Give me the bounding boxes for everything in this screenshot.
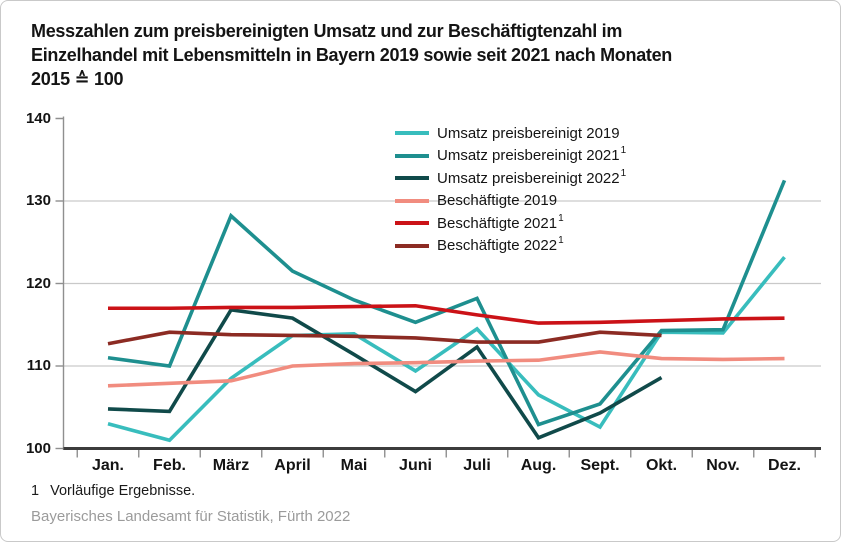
legend-text: Umsatz preisbereinigt 2021 [437, 147, 620, 165]
x-axis-label: Mai [340, 457, 368, 474]
legend-text: Beschäftigte 2022 [437, 237, 558, 255]
x-axis-label: Sept. [580, 457, 620, 474]
x-axis-label: Feb. [153, 457, 186, 474]
legend-label: Umsatz preisbereinigt 2019 [437, 125, 621, 142]
x-axis-label: Aug. [520, 457, 557, 474]
footnote-superscript: 1 [620, 167, 627, 179]
series-line-6 [107, 330, 662, 346]
footnote-superscript: 1 [620, 145, 627, 157]
legend-item-beschaeftigte-2022: Beschäftigte 20221 [395, 235, 626, 258]
x-axis-label: Juni [399, 457, 432, 474]
legend-item-beschaeftigte-2021: Beschäftigte 20211 [395, 212, 626, 235]
legend-item-umsatz-2022: Umsatz preisbereinigt 20221 [395, 167, 626, 190]
series-line-3 [107, 307, 663, 440]
legend-item-umsatz-2021: Umsatz preisbereinigt 20211 [395, 145, 626, 168]
footnote: 1 Vorläufige Ergebnisse. [31, 483, 195, 499]
legend-label: Beschäftigte 20221 [437, 235, 564, 255]
footnote-marker: 1 [31, 483, 40, 499]
series-line-5 [108, 303, 785, 325]
title-line-3-subtitle: 2015 ≙ 100 [31, 69, 124, 89]
y-axis-label: 120 [25, 274, 51, 292]
series-line-4 [107, 350, 785, 388]
legend-text: Umsatz preisbereinigt 2022 [437, 169, 620, 187]
footnote-text: Vorläufige Ergebnisse. [50, 483, 196, 499]
legend-label: Umsatz preisbereinigt 20211 [437, 145, 627, 165]
legend-text: Umsatz preisbereinigt 2019 [437, 124, 620, 142]
y-axis-label: 100 [25, 439, 51, 457]
legend-label: Umsatz preisbereinigt 20221 [437, 167, 627, 187]
title-line-1: Messzahlen zum preisbereinigten Umsatz u… [31, 21, 623, 41]
footnote-superscript: 1 [558, 235, 564, 247]
x-axis-label: März [212, 457, 250, 474]
legend-text: Beschäftigte 2021 [437, 214, 558, 232]
legend-label: Beschäftigte 2019 [437, 192, 558, 209]
y-axis-label: 110 [26, 357, 51, 374]
legend-item-beschaeftigte-2019: Beschäftigte 2019 [395, 190, 626, 213]
legend-text: Beschäftigte 2019 [437, 192, 558, 210]
x-axis-label: April [274, 457, 311, 474]
x-axis-label: Dez. [768, 457, 801, 474]
source-line: Bayerisches Landesamt für Statistik, Für… [31, 508, 351, 525]
legend-line-swatch [395, 221, 429, 226]
x-axis-label: Juli [463, 457, 491, 474]
legend-line-swatch [395, 243, 429, 248]
x-axis-label: Jan. [91, 457, 124, 474]
legend-line-swatch [395, 176, 429, 181]
legend-line-swatch [395, 153, 429, 158]
chart-legend: Umsatz preisbereinigt 2019 Umsatz preisb… [395, 122, 626, 257]
legend-line-swatch [395, 131, 429, 136]
legend-line-swatch [395, 198, 429, 203]
y-axis-label: 140 [25, 109, 51, 127]
x-axis-label: Okt. [645, 457, 678, 474]
x-axis-label: Nov. [706, 457, 740, 474]
title-line-2: Einzelhandel mit Lebensmitteln in Bayern… [31, 45, 673, 65]
chart-title: Messzahlen zum preisbereinigten Umsatz u… [31, 19, 672, 91]
y-axis-label: 130 [25, 192, 51, 209]
legend-label: Beschäftigte 20211 [437, 212, 564, 232]
series-line-1 [107, 255, 786, 443]
legend-item-umsatz-2019: Umsatz preisbereinigt 2019 [395, 122, 626, 145]
footnote-superscript: 1 [558, 212, 564, 224]
